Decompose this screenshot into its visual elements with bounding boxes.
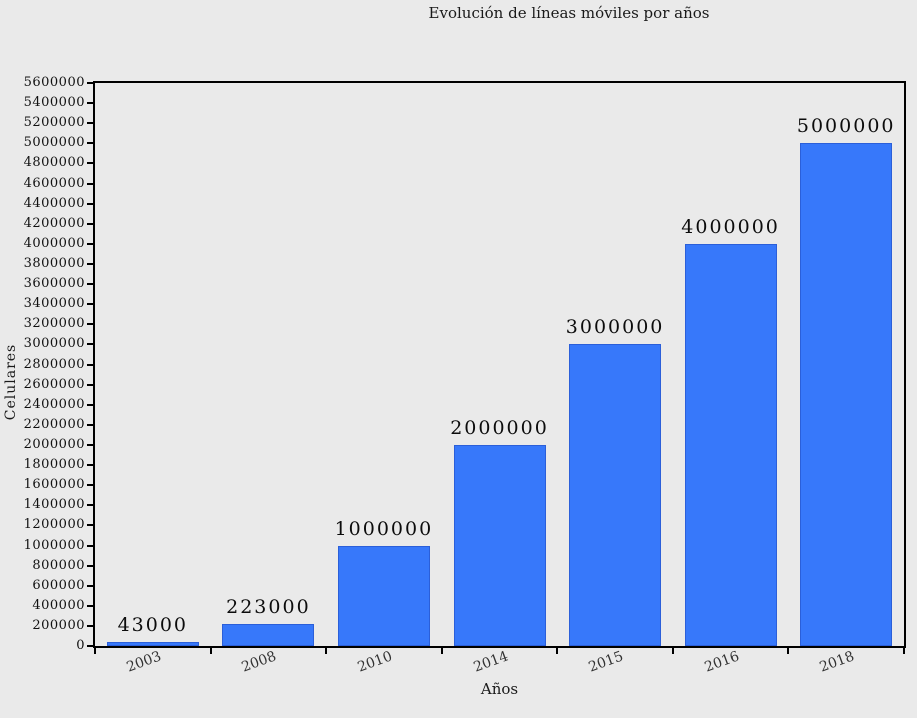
y-tick bbox=[87, 624, 93, 627]
y-tick bbox=[87, 544, 93, 547]
y-tick-label: 3000000 bbox=[23, 336, 85, 352]
y-tick bbox=[87, 303, 93, 306]
y-tick-label: 4400000 bbox=[23, 195, 85, 211]
y-tick bbox=[87, 645, 93, 647]
y-tick bbox=[87, 484, 93, 487]
y-tick-label: 4600000 bbox=[23, 175, 85, 191]
y-tick-label: 2400000 bbox=[23, 396, 85, 412]
x-tick bbox=[440, 648, 443, 654]
y-tick-label: 400000 bbox=[32, 597, 85, 613]
chart-title: Evolución de líneas móviles por años bbox=[428, 4, 710, 22]
y-tick bbox=[87, 363, 93, 366]
x-tick bbox=[556, 648, 559, 654]
x-tick bbox=[209, 648, 212, 654]
bar-2015 bbox=[569, 344, 662, 646]
bar-2014 bbox=[453, 444, 546, 646]
y-tick-label: 600000 bbox=[32, 577, 85, 593]
bar-value-label: 223000 bbox=[226, 595, 311, 618]
y-tick bbox=[87, 263, 93, 265]
y-tick-label: 5200000 bbox=[23, 115, 85, 131]
y-tick bbox=[87, 162, 93, 165]
y-tick bbox=[87, 604, 93, 607]
bar-value-label: 5000000 bbox=[796, 115, 896, 138]
y-tick bbox=[87, 222, 93, 225]
y-tick-label: 2200000 bbox=[23, 416, 85, 432]
y-tick bbox=[87, 564, 93, 567]
y-tick bbox=[87, 584, 93, 587]
y-tick-label: 200000 bbox=[32, 617, 85, 633]
y-tick-label: 1200000 bbox=[23, 517, 85, 533]
plot-area: 43000 223000 1000000 2000000 3000000 4000000 5… bbox=[24, 75, 906, 676]
x-tick bbox=[671, 648, 674, 654]
y-tick bbox=[87, 343, 93, 346]
y-tick bbox=[87, 423, 93, 426]
bar-value-label: 4000000 bbox=[681, 215, 780, 238]
x-tick bbox=[325, 648, 328, 654]
y-tick-label: 2800000 bbox=[23, 356, 85, 372]
y-tick bbox=[87, 464, 93, 466]
x-tick bbox=[903, 648, 905, 654]
bar-2010 bbox=[337, 545, 430, 646]
bar-2003 bbox=[106, 641, 199, 646]
bar-2016 bbox=[684, 243, 777, 646]
y-tick-label: 1000000 bbox=[23, 537, 85, 553]
bar-value-label: 3000000 bbox=[565, 316, 665, 339]
y-tick-label: 4000000 bbox=[23, 235, 85, 251]
y-tick bbox=[87, 142, 93, 145]
x-axis-title: Años bbox=[480, 680, 519, 698]
y-tick bbox=[87, 504, 93, 507]
y-tick bbox=[87, 202, 93, 205]
y-tick bbox=[87, 122, 93, 125]
y-tick bbox=[87, 102, 93, 105]
y-tick-label: 5600000 bbox=[23, 75, 85, 90]
y-tick-label: 1800000 bbox=[23, 457, 85, 472]
y-tick-label: 5000000 bbox=[23, 135, 85, 151]
x-tick bbox=[787, 648, 790, 654]
y-tick-label: 1400000 bbox=[23, 497, 85, 513]
y-tick-label: 2000000 bbox=[23, 436, 85, 452]
y-tick bbox=[87, 283, 93, 286]
y-tick-label: 3200000 bbox=[23, 316, 85, 332]
y-tick bbox=[87, 82, 93, 84]
y-tick-label: 5400000 bbox=[23, 95, 85, 111]
bar-value-label: 2000000 bbox=[450, 416, 549, 439]
bar-2008 bbox=[222, 623, 315, 646]
y-tick bbox=[87, 443, 93, 446]
bar-value-label: 1000000 bbox=[334, 517, 434, 540]
y-tick bbox=[87, 182, 93, 185]
y-axis-title: Celulares bbox=[3, 343, 19, 421]
y-tick-label: 4800000 bbox=[23, 155, 85, 171]
y-tick-label: 1600000 bbox=[23, 477, 85, 493]
y-tick-label: 3600000 bbox=[23, 276, 85, 292]
y-tick-label: 0 bbox=[76, 638, 85, 653]
y-tick-label: 3400000 bbox=[23, 296, 85, 312]
bar-value-label: 43000 bbox=[117, 613, 189, 636]
bar-2018 bbox=[800, 143, 893, 646]
y-tick-label: 4200000 bbox=[23, 215, 85, 231]
y-tick bbox=[87, 403, 93, 406]
y-tick bbox=[87, 383, 93, 386]
y-tick-label: 800000 bbox=[32, 557, 85, 573]
y-tick-label: 2600000 bbox=[23, 376, 85, 392]
y-tick bbox=[87, 323, 93, 326]
y-tick-label: 3800000 bbox=[23, 256, 85, 271]
y-tick bbox=[87, 242, 93, 245]
x-tick bbox=[94, 648, 96, 654]
y-tick bbox=[87, 524, 93, 527]
